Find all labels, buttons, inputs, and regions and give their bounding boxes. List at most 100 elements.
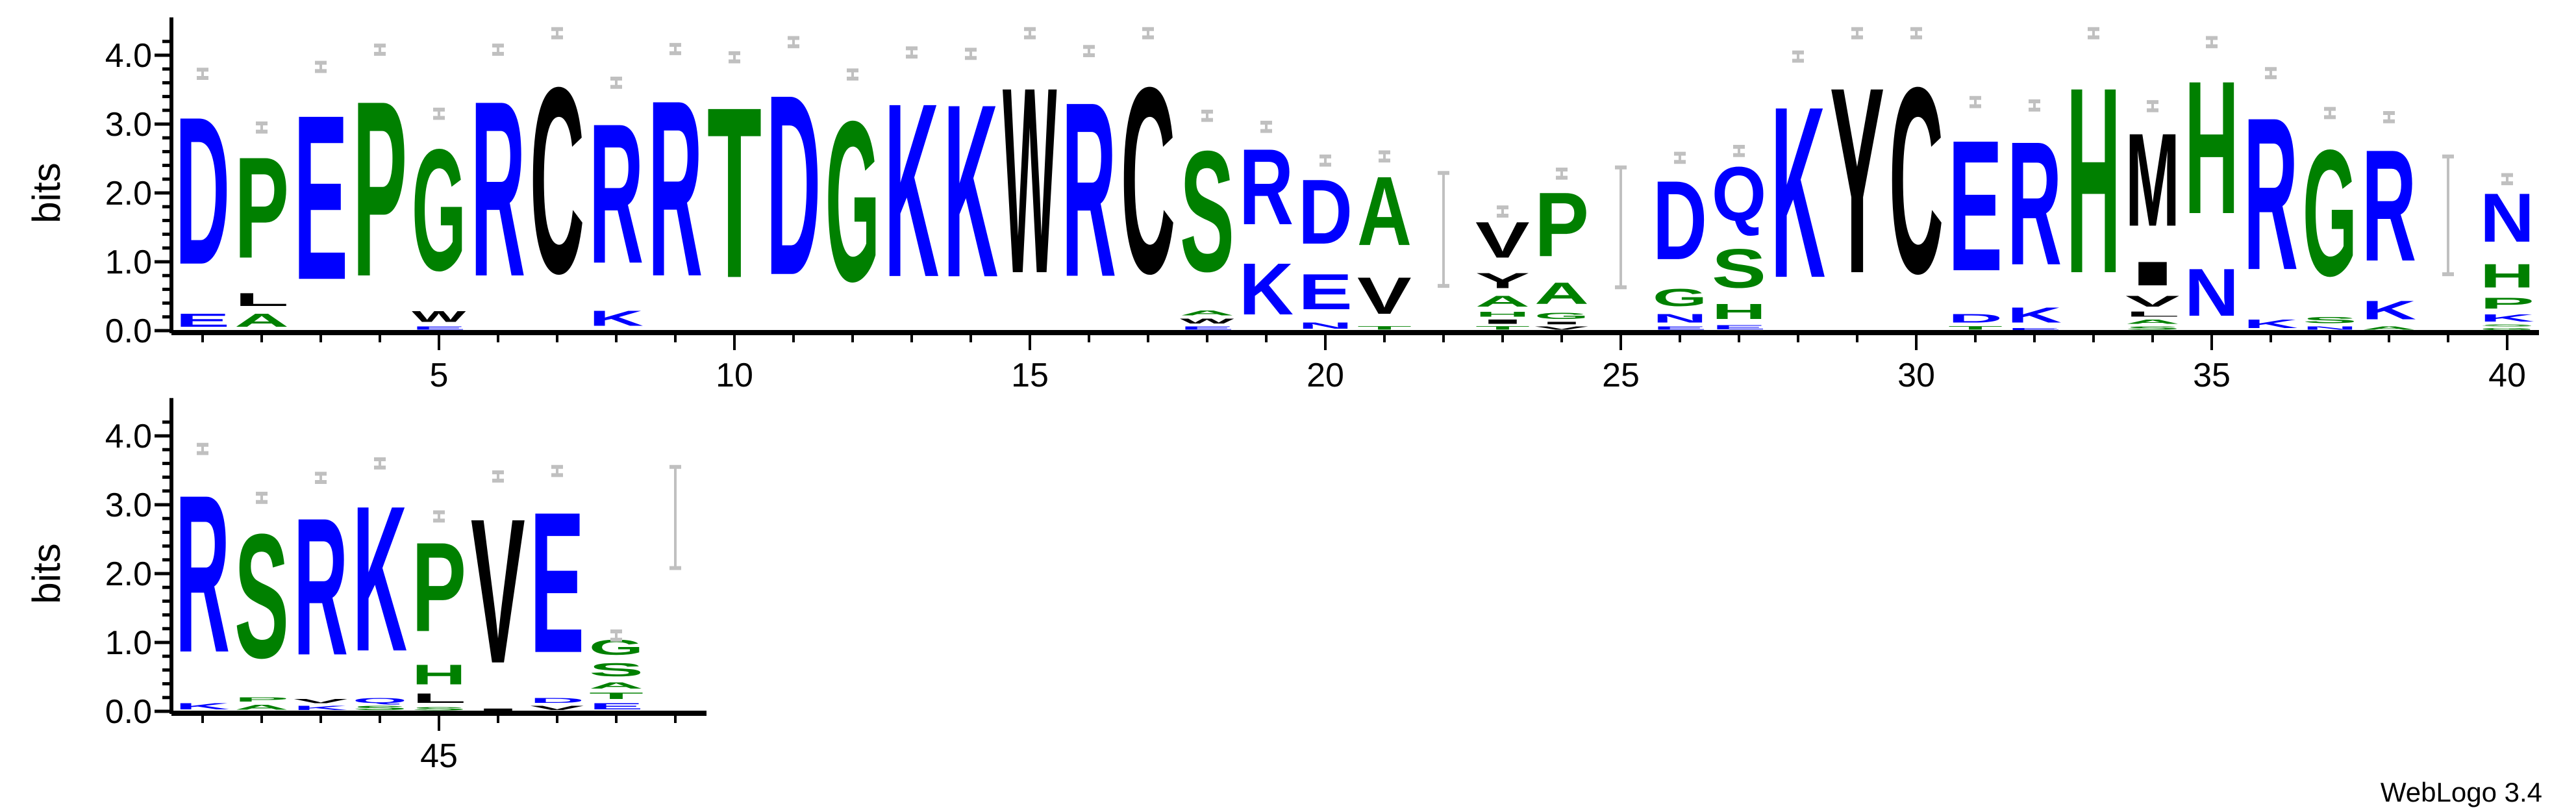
residue-K: K: [944, 52, 998, 329]
y-axis-label: bits: [25, 543, 68, 603]
logo-column-14: K: [944, 47, 998, 329]
residue-E: E: [1653, 325, 1707, 330]
residue-C: C: [530, 32, 584, 329]
residue-D: D: [175, 73, 230, 309]
error-bar: [906, 46, 918, 59]
residue-I: I: [2125, 255, 2180, 292]
error-bar: [433, 107, 445, 120]
residue-E: E: [589, 701, 644, 711]
residue-G: G: [2303, 112, 2357, 314]
residue-S: S: [2125, 325, 2180, 330]
residue-E: E: [294, 66, 348, 329]
x-tick-label: 5: [430, 357, 449, 394]
residue-S: S: [1180, 115, 1234, 307]
logo-column-41: KR: [175, 442, 230, 711]
logo-column-33: H: [2066, 27, 2121, 329]
residue-A: A: [589, 680, 644, 691]
logo-column-16: R: [1062, 45, 1116, 329]
y-tick-label: 4.0: [105, 418, 152, 455]
residue-S: S: [2480, 324, 2534, 327]
residue-P: P: [2480, 295, 2534, 312]
residue-E: E: [412, 325, 466, 330]
residue-K: K: [294, 704, 348, 711]
residue-K: K: [2480, 312, 2534, 324]
logo-column-13: K: [884, 46, 939, 329]
logo-column-20: NED: [1298, 154, 1353, 331]
error-bar: [729, 51, 740, 64]
logo-column-29: Y: [1830, 27, 1884, 329]
error-bar: [256, 492, 268, 504]
y-tick-label: 3.0: [105, 106, 152, 144]
residue-T: T: [589, 691, 644, 701]
error-bar: [1379, 150, 1390, 163]
error-bar: [551, 464, 563, 477]
y-tick-label: 1.0: [105, 244, 152, 281]
residue-G: G: [1653, 284, 1707, 311]
y-axis-label: bits: [25, 162, 68, 223]
logo-column-47: VDE: [530, 464, 584, 711]
logo-column-10: T: [707, 51, 762, 329]
residue-R: R: [1239, 127, 1294, 248]
logo-column-15: W: [1003, 27, 1057, 329]
residue-K: K: [2362, 296, 2416, 325]
x-tick-label: 25: [1602, 357, 1640, 394]
error-bar: [1615, 165, 1627, 290]
logo-column-35: NH: [2184, 36, 2239, 331]
error-bar: [197, 68, 208, 80]
x-tick-label: 35: [2193, 357, 2231, 394]
residue-P: P: [353, 48, 407, 329]
residue-V: V: [471, 476, 525, 707]
residue-P: P: [234, 696, 289, 704]
residue-S: S: [1712, 238, 1766, 299]
error-bar: [1674, 151, 1686, 164]
logo-column-38: AKR: [2362, 111, 2416, 331]
residue-N: N: [2480, 179, 2534, 257]
residue-E: E: [1180, 325, 1234, 330]
residue-R: R: [175, 448, 230, 699]
residue-W: W: [1003, 32, 1057, 329]
x-tick-label: 15: [1011, 357, 1049, 394]
residue-G: G: [1534, 311, 1589, 321]
residue-M: M: [2125, 107, 2180, 255]
error-bar: [1319, 154, 1331, 167]
residue-I: I: [471, 708, 525, 711]
residue-A: A: [2362, 325, 2416, 331]
residue-W: W: [1180, 317, 1234, 325]
error-bar: [2147, 100, 2158, 112]
residue-H: H: [1712, 300, 1766, 324]
logo-column-3: E: [294, 60, 348, 329]
residue-R: R: [2244, 73, 2298, 316]
error-bar: [1556, 167, 1568, 180]
logo-column-28: K: [1771, 50, 1825, 329]
error-bar: [2383, 111, 2395, 123]
error-bar: [1733, 144, 1745, 157]
logo-column-36: KR: [2244, 67, 2298, 331]
error-bar: [315, 60, 327, 73]
residue-C: C: [1121, 32, 1175, 329]
error-bar: [669, 43, 681, 55]
x-tick-label: 30: [1897, 357, 1935, 394]
residue-A: A: [1534, 276, 1589, 311]
residue-A: A: [1357, 156, 1412, 266]
residue-L: L: [412, 691, 466, 705]
logo-column-17: C: [1121, 27, 1175, 329]
residue-L: L: [2125, 310, 2180, 318]
residue-Y: Y: [1475, 269, 1530, 293]
residue-P: P: [234, 127, 289, 289]
logo-column-46: IV: [471, 470, 525, 711]
residue-V: V: [1475, 212, 1530, 269]
residue-H: H: [2066, 32, 2121, 329]
error-bar: [433, 510, 445, 523]
residue-R: R: [2007, 105, 2062, 302]
residue-S: S: [353, 704, 407, 711]
residue-I: I: [1475, 318, 1530, 325]
error-bar: [788, 36, 799, 49]
logo-column-21: TVA: [1357, 150, 1412, 331]
residue-W: W: [412, 308, 467, 325]
logo-column-2: ALP: [234, 121, 289, 331]
